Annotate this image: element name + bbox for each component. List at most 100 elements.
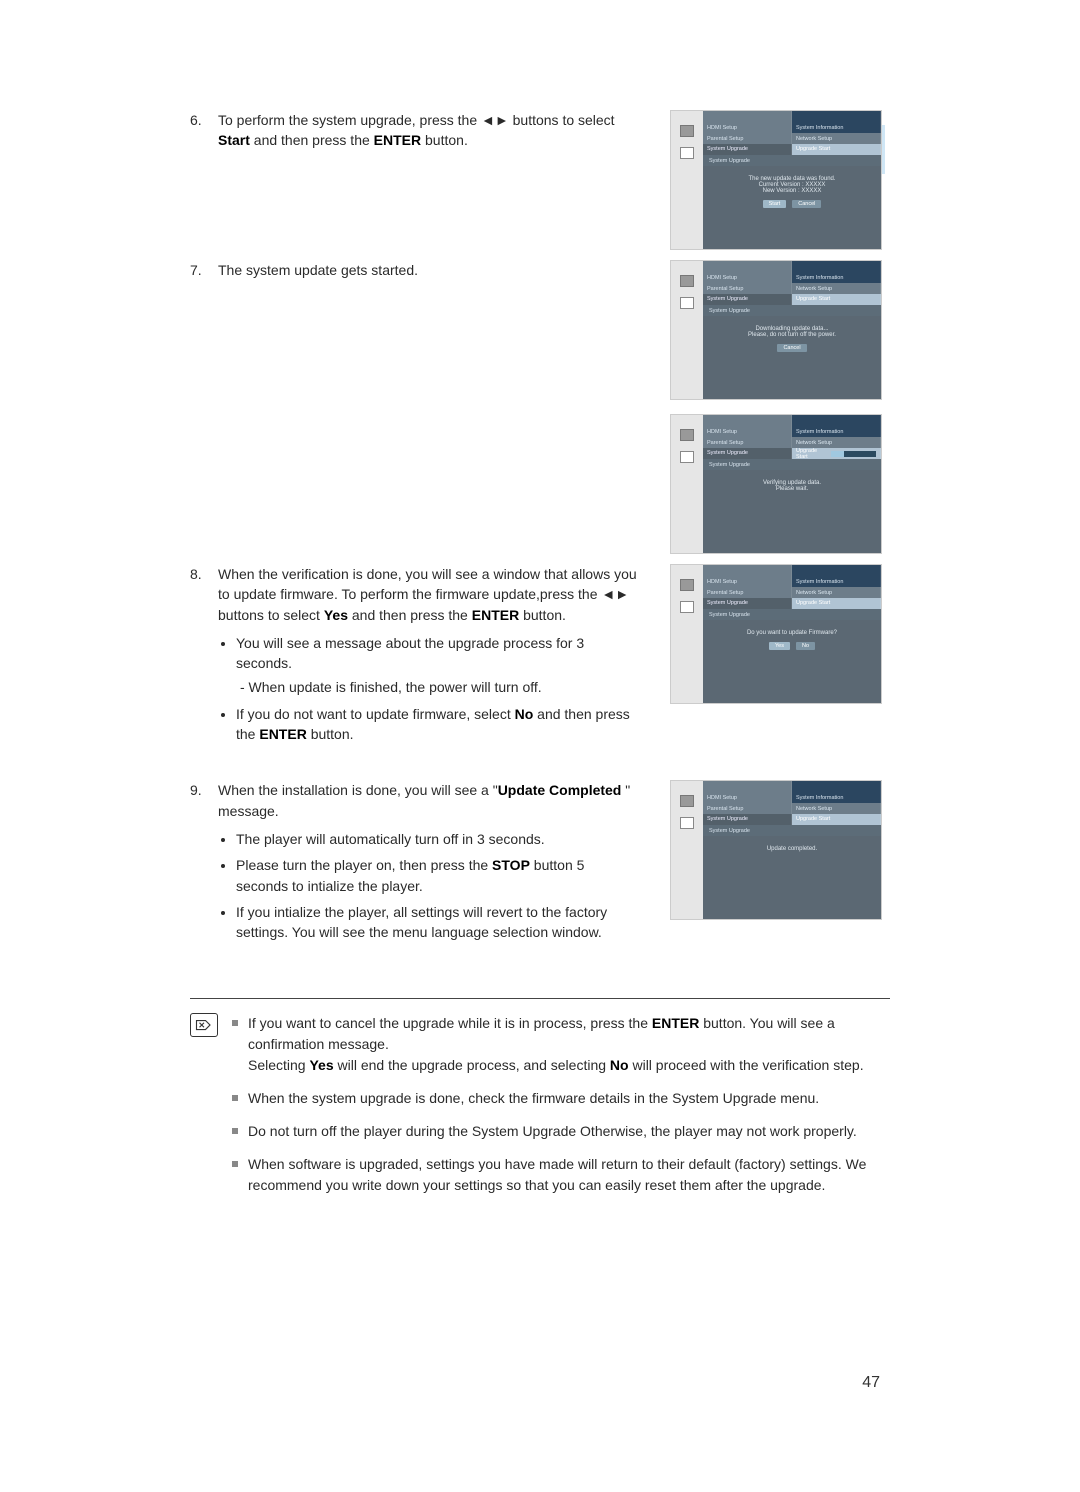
step-6-text-a: To perform the system upgrade, press the	[218, 112, 481, 128]
step-7-num: 7.	[190, 260, 210, 280]
s2-tab4: Network Setup	[792, 283, 881, 294]
step-9-num: 9.	[190, 780, 210, 948]
s3-tab2: System Information	[792, 415, 881, 437]
screenshot-3: HDMI SetupSystem Information Parental Se…	[670, 414, 882, 554]
crumb: System Upgrade	[703, 155, 881, 166]
step-9-b2a: Please turn the player on, then press th…	[236, 857, 492, 873]
step-9-row: 9. When the installation is done, you wi…	[190, 780, 890, 968]
shot2-l2: Please, do not turn off the power.	[711, 332, 873, 338]
note1-a: If you want to cancel the upgrade while …	[248, 1015, 652, 1031]
s2-tab2: System Information	[792, 261, 881, 283]
bullet-icon	[232, 1095, 238, 1101]
arrows-icon-2: ◄►	[601, 586, 629, 602]
s3-sub2: Upgrade Start	[792, 448, 881, 459]
note1-enter: ENTER	[652, 1015, 699, 1031]
screenshot-2: HDMI SetupSystem Information Parental Se…	[670, 260, 882, 400]
s3-crumb: System Upgrade	[703, 459, 881, 470]
bullet-icon	[232, 1161, 238, 1167]
step-6-text-d: button.	[421, 132, 468, 148]
step-6-row: 6. To perform the system upgrade, press …	[190, 110, 890, 250]
s4-sub2: Upgrade Start	[792, 598, 881, 609]
step-9-text-a: When the installation is done, you will …	[218, 782, 498, 798]
bullet-icon	[232, 1128, 238, 1134]
sub-start: Upgrade Start	[792, 144, 881, 155]
step-8-text-a: When the verification is done, you will …	[218, 566, 637, 602]
sub-upgrade: System Upgrade	[703, 144, 792, 155]
tab-hdmi: HDMI Setup	[703, 111, 792, 133]
s2-tab1: HDMI Setup	[703, 261, 792, 283]
note1-cb: will end the upgrade process, and select…	[334, 1057, 610, 1073]
s2-tab3: Parental Setup	[703, 283, 792, 294]
note3-text: Do not turn off the player during the Sy…	[248, 1121, 857, 1142]
enter-label-2: ENTER	[472, 607, 519, 623]
stop-label: STOP	[492, 857, 530, 873]
s3-sub1: System Upgrade	[703, 448, 792, 459]
shot1-l3: New Version : XXXXX	[711, 188, 873, 194]
step-7-text: The system update gets started.	[218, 260, 640, 280]
step-8: 8. When the verification is done, you wi…	[190, 564, 640, 750]
shot1-start-btn: Start	[763, 200, 787, 208]
note-1: If you want to cancel the upgrade while …	[232, 1013, 890, 1076]
shot5-l1: Update completed.	[711, 846, 873, 852]
bullet-icon	[232, 1020, 238, 1026]
tab-network: Network Setup	[792, 133, 881, 144]
screenshot-4: HDMI SetupSystem Information Parental Se…	[670, 564, 882, 704]
step-8-text-c: and then press the	[348, 607, 472, 623]
note-2: When the system upgrade is done, check t…	[232, 1088, 890, 1109]
step-9-b3: If you intialize the player, all setting…	[236, 902, 640, 943]
step-6-text-c: and then press the	[250, 132, 374, 148]
step-6: 6. To perform the system upgrade, press …	[190, 110, 640, 151]
s5-tab1: HDMI Setup	[703, 781, 792, 803]
shot4-yes-btn: Yes	[769, 642, 790, 650]
screenshot-5: HDMI SetupSystem Information Parental Se…	[670, 780, 882, 920]
step-9: 9. When the installation is done, you wi…	[190, 780, 640, 948]
start-label: Start	[218, 132, 250, 148]
shot1-cancel-btn: Cancel	[792, 200, 821, 208]
step-8-b1: You will see a message about the upgrade…	[236, 635, 584, 671]
note-3: Do not turn off the player during the Sy…	[232, 1121, 890, 1142]
step-6-text-b: buttons to select	[509, 112, 615, 128]
s5-sub1: System Upgrade	[703, 814, 792, 825]
step-8-row: 8. When the verification is done, you wi…	[190, 564, 890, 770]
step-6-num: 6.	[190, 110, 210, 151]
step-7: 7. The system update gets started.	[190, 260, 640, 280]
note1-no: No	[610, 1057, 629, 1073]
note-icon	[190, 1013, 218, 1037]
s4-tab1: HDMI Setup	[703, 565, 792, 587]
tab-system: System Information	[792, 111, 881, 133]
s2-sub2: Upgrade Start	[792, 294, 881, 305]
s3-tab3: Parental Setup	[703, 437, 792, 448]
s4-tab3: Parental Setup	[703, 587, 792, 598]
step-8-text-d: button.	[519, 607, 566, 623]
yes-label: Yes	[324, 607, 348, 623]
enter-label-3: ENTER	[259, 726, 306, 742]
s4-tab2: System Information	[792, 565, 881, 587]
s5-tab4: Network Setup	[792, 803, 881, 814]
step-8-text-b: buttons to select	[218, 607, 324, 623]
note4-text: When software is upgraded, settings you …	[248, 1154, 890, 1196]
s4-tab4: Network Setup	[792, 587, 881, 598]
note2-text: When the system upgrade is done, check t…	[248, 1088, 819, 1109]
shot2-cancel-btn: Cancel	[777, 344, 806, 352]
note-4: When software is upgraded, settings you …	[232, 1154, 890, 1196]
note1-yes: Yes	[309, 1057, 333, 1073]
s5-tab2: System Information	[792, 781, 881, 803]
s4-sub1: System Upgrade	[703, 598, 792, 609]
note-box: If you want to cancel the upgrade while …	[190, 998, 890, 1208]
no-label: No	[515, 706, 534, 722]
update-completed-label: Update Completed	[498, 782, 622, 798]
shot4-l1: Do you want to update Firmware?	[711, 630, 873, 636]
shot4-no-btn: No	[796, 642, 815, 650]
page-number: 47	[862, 1374, 880, 1392]
arrows-icon: ◄►	[481, 112, 509, 128]
s4-crumb: System Upgrade	[703, 609, 881, 620]
progress-bar-icon	[831, 451, 876, 457]
s3-tab1: HDMI Setup	[703, 415, 792, 437]
s5-sub2: Upgrade Start	[792, 814, 881, 825]
step-8-num: 8.	[190, 564, 210, 750]
screenshot-1: HDMI Setup System Information Parental S…	[670, 110, 882, 250]
note1-ca: Selecting	[248, 1057, 309, 1073]
s2-crumb: System Upgrade	[703, 305, 881, 316]
s3-tab4: Network Setup	[792, 437, 881, 448]
shot3-l2: Please wait.	[711, 486, 873, 492]
